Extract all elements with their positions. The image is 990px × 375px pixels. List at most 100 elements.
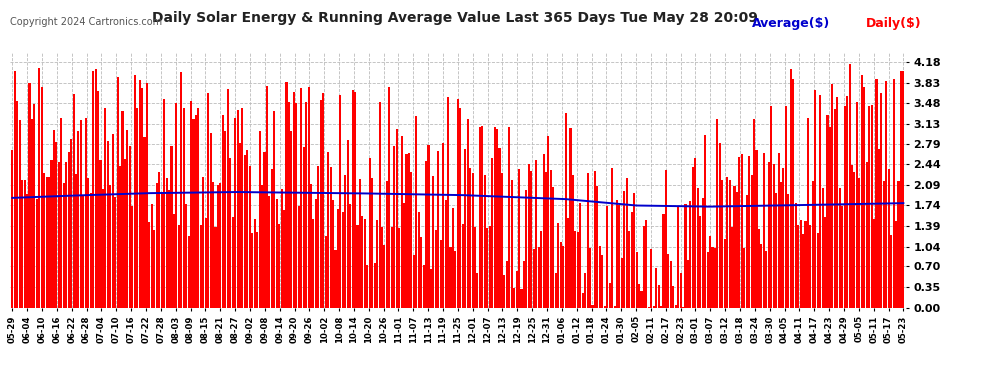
Bar — [853, 172, 855, 308]
Bar — [82, 196, 84, 308]
Bar — [205, 218, 207, 308]
Bar — [832, 84, 834, 308]
Bar — [62, 183, 64, 308]
Bar — [420, 237, 422, 308]
Bar — [842, 206, 843, 308]
Bar — [839, 188, 841, 308]
Bar — [865, 162, 867, 308]
Bar — [755, 150, 757, 308]
Bar — [327, 152, 329, 308]
Bar — [843, 106, 845, 307]
Bar — [57, 162, 60, 308]
Bar — [67, 152, 69, 308]
Bar — [812, 182, 814, 308]
Bar — [677, 206, 679, 308]
Bar — [445, 200, 446, 308]
Bar — [731, 227, 733, 308]
Bar — [430, 269, 432, 308]
Bar — [792, 79, 794, 308]
Bar — [251, 233, 253, 308]
Bar — [337, 209, 339, 308]
Bar — [41, 87, 43, 308]
Bar — [102, 189, 104, 308]
Bar — [714, 248, 716, 308]
Bar — [829, 127, 831, 308]
Bar — [50, 160, 52, 308]
Text: Daily($): Daily($) — [866, 17, 922, 30]
Bar — [398, 228, 400, 308]
Bar — [750, 175, 752, 308]
Bar — [137, 108, 139, 307]
Bar — [354, 92, 356, 308]
Bar — [376, 220, 378, 308]
Bar — [557, 223, 559, 308]
Bar — [577, 232, 579, 308]
Bar — [814, 90, 817, 308]
Bar — [122, 111, 124, 308]
Bar — [303, 147, 305, 308]
Bar — [900, 71, 902, 308]
Bar — [425, 162, 427, 308]
Bar — [645, 220, 647, 308]
Bar — [410, 172, 413, 308]
Bar — [748, 156, 750, 308]
Bar — [180, 72, 182, 308]
Bar — [626, 178, 628, 308]
Bar — [547, 136, 549, 308]
Bar — [165, 177, 167, 308]
Bar — [452, 209, 454, 308]
Bar — [322, 93, 325, 308]
Bar — [484, 175, 486, 308]
Bar — [378, 102, 380, 308]
Bar — [689, 201, 691, 308]
Bar — [342, 212, 344, 308]
Bar — [183, 108, 185, 308]
Bar — [531, 171, 533, 308]
Bar — [721, 180, 724, 308]
Bar — [220, 183, 222, 308]
Bar — [256, 232, 258, 308]
Bar — [657, 285, 659, 308]
Bar — [848, 64, 850, 308]
Bar — [92, 71, 94, 308]
Bar — [631, 212, 633, 308]
Bar — [310, 184, 312, 308]
Bar — [870, 105, 872, 308]
Bar — [579, 202, 581, 308]
Bar — [459, 108, 461, 307]
Bar — [562, 246, 564, 308]
Bar — [684, 204, 687, 308]
Bar — [340, 96, 342, 308]
Bar — [141, 88, 144, 308]
Bar — [31, 119, 33, 308]
Bar — [386, 180, 388, 308]
Bar — [476, 273, 478, 308]
Bar — [772, 164, 775, 308]
Bar — [516, 272, 518, 308]
Bar — [875, 80, 877, 308]
Bar — [175, 103, 177, 308]
Bar — [271, 169, 273, 308]
Bar — [734, 186, 736, 308]
Bar — [315, 199, 317, 308]
Bar — [403, 203, 405, 308]
Bar — [782, 168, 784, 308]
Bar — [197, 108, 199, 307]
Bar — [624, 191, 626, 308]
Bar — [662, 214, 664, 308]
Bar — [672, 286, 674, 308]
Bar — [474, 227, 476, 308]
Bar — [567, 219, 569, 308]
Bar — [415, 116, 418, 308]
Bar — [541, 231, 543, 308]
Bar — [222, 115, 224, 308]
Bar — [263, 152, 265, 308]
Bar — [709, 236, 711, 308]
Bar — [544, 172, 547, 308]
Bar — [739, 157, 741, 308]
Bar — [46, 177, 48, 308]
Bar — [712, 248, 714, 308]
Bar — [780, 182, 782, 308]
Bar — [564, 113, 566, 308]
Bar — [148, 222, 150, 308]
